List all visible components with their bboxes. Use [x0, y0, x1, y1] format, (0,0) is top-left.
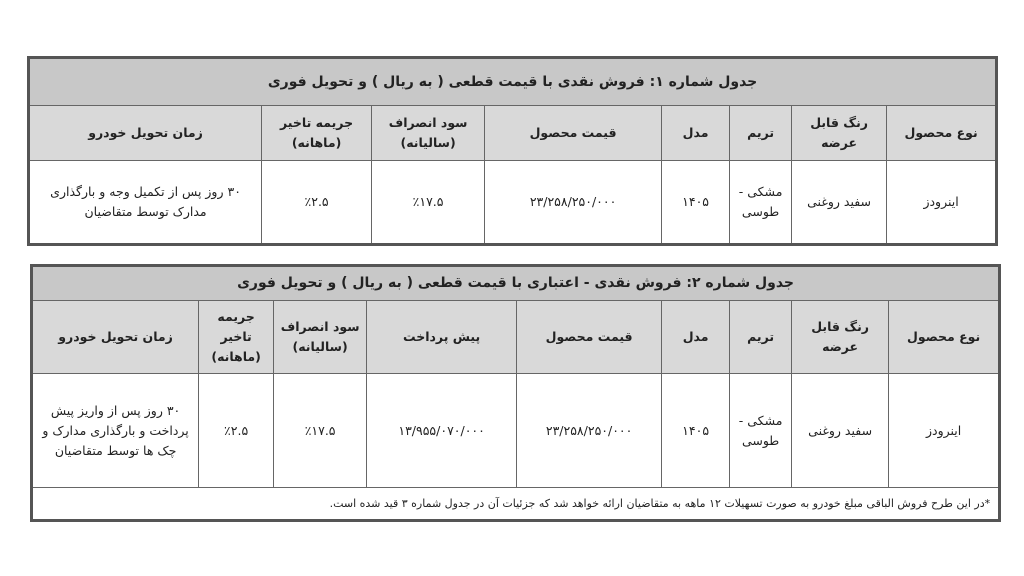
header-cell: تریم — [729, 105, 793, 161]
cash-credit-sale-table: جدول شماره ۲: فروش نقدی - اعتباری با قیم… — [30, 264, 1002, 522]
header-cell: مدل — [661, 300, 731, 374]
cell: اینرودز — [888, 373, 1001, 488]
cell: سفید روغنی — [791, 373, 890, 488]
table-row: اینرودز سفید روغنی مشکی - طوسی ۱۴۰۵ ۲۳/۲… — [30, 373, 1001, 488]
header-cell: جریمه تاخیر (ماهانه) — [198, 300, 275, 374]
header-cell: سود انصراف (سالیانه) — [371, 105, 486, 161]
cell: ۱۴۰۵ — [661, 160, 731, 245]
cell: سفید روغنی — [791, 160, 888, 245]
cell: ٪۲.۵ — [198, 373, 275, 488]
table-title: جدول شماره ۱: فروش نقدی با قیمت قطعی ( ب… — [27, 57, 998, 106]
cell: ۲۳/۲۵۸/۲۵۰/۰۰۰ — [516, 373, 663, 488]
header-cell: نوع محصول — [886, 105, 998, 161]
header-cell: قیمت محصول — [484, 105, 663, 161]
footnote: *در این طرح فروش الباقی مبلغ خودرو به صو… — [30, 487, 1001, 521]
cell: ٪۱۷.۵ — [371, 160, 486, 245]
table-row: اینرودز سفید روغنی مشکی - طوسی ۱۴۰۵ ۲۳/۲… — [27, 160, 998, 245]
cell: مشکی - طوسی — [729, 160, 793, 245]
cell: ٪۲.۵ — [261, 160, 373, 245]
header-cell: پیش پرداخت — [366, 300, 518, 374]
header-cell: رنگ قابل عرضه — [791, 300, 890, 374]
header-cell: سود انصراف (سالیانه) — [273, 300, 368, 374]
cash-sale-table: جدول شماره ۱: فروش نقدی با قیمت قطعی ( ب… — [27, 56, 999, 246]
cell: اینرودز — [886, 160, 998, 245]
cell: ۲۳/۲۵۸/۲۵۰/۰۰۰ — [484, 160, 663, 245]
header-cell: زمان تحویل خودرو — [27, 105, 263, 161]
header-cell: نوع محصول — [888, 300, 1001, 374]
cell: ۳۰ روز پس از واریز پیش پرداخت و بارگذاری… — [30, 373, 200, 488]
cell: ٪۱۷.۵ — [273, 373, 368, 488]
cell: ۳۰ روز پس از تکمیل وجه و بارگذاری مدارک … — [27, 160, 263, 245]
cell: ۱۳/۹۵۵/۰۷۰/۰۰۰ — [366, 373, 518, 488]
header-cell: مدل — [661, 105, 731, 161]
header-cell: زمان تحویل خودرو — [30, 300, 200, 374]
header-cell: جریمه تاخیر (ماهانه) — [261, 105, 373, 161]
cell: مشکی - طوسی — [729, 373, 793, 488]
header-cell: تریم — [729, 300, 793, 374]
cell: ۱۴۰۵ — [661, 373, 731, 488]
header-cell: قیمت محصول — [516, 300, 663, 374]
table-title: جدول شماره ۲: فروش نقدی - اعتباری با قیم… — [30, 265, 1001, 301]
header-cell: رنگ قابل عرضه — [791, 105, 888, 161]
